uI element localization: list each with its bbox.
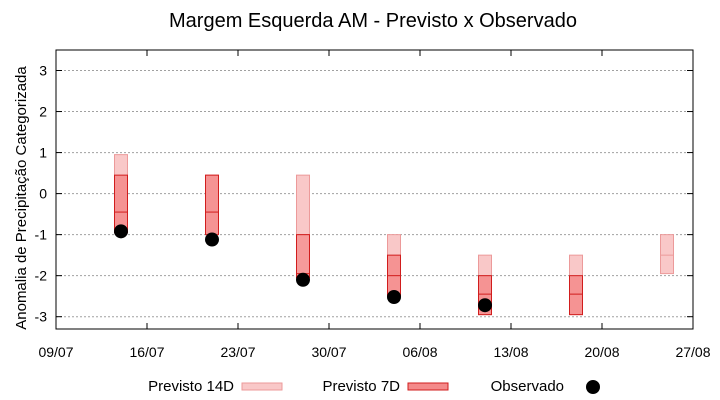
grid bbox=[56, 70, 693, 318]
previsto-14d-bar bbox=[660, 234, 674, 275]
plot-frame bbox=[55, 49, 694, 330]
previsto-7d-bar bbox=[114, 174, 128, 234]
observado-point bbox=[387, 289, 401, 304]
previsto-7d-bar bbox=[205, 174, 219, 236]
y-axis-label: Anomalia de Precipitação Categorizada bbox=[13, 66, 30, 330]
x-tick-label: 06/08 bbox=[402, 344, 437, 360]
x-tick-label: 20/08 bbox=[584, 344, 619, 360]
legend-swatch-previsto-14d bbox=[241, 382, 283, 391]
observado-point bbox=[296, 272, 310, 287]
axis-ticks: -3 -2 -1 0 1 2 3 09/07 16/07 23/07 30/07 06/08 13/08… bbox=[35, 50, 711, 360]
chart-marks bbox=[114, 154, 674, 316]
observado-point bbox=[205, 232, 219, 247]
previsto-7d-bar bbox=[569, 275, 583, 316]
legend: Previsto 14D Previsto 7D Observado bbox=[148, 378, 600, 395]
legend-label-previsto-7d: Previsto 7D bbox=[322, 378, 400, 395]
previsto-14d-bar bbox=[296, 174, 310, 236]
previsto-7d-bar bbox=[296, 234, 310, 279]
chart-title: Margem Esquerda AM - Previsto x Observad… bbox=[169, 10, 577, 32]
y-tick-label: -1 bbox=[35, 227, 48, 243]
legend-swatch-previsto-7d bbox=[407, 382, 449, 391]
observado-point bbox=[114, 224, 128, 239]
x-tick-label: 13/08 bbox=[493, 344, 528, 360]
y-tick-label: 1 bbox=[39, 145, 47, 161]
y-tick-label: 0 bbox=[39, 186, 47, 202]
x-tick-label: 27/08 bbox=[675, 344, 710, 360]
x-tick-label: 30/07 bbox=[311, 344, 346, 360]
legend-swatch-observado bbox=[586, 380, 600, 394]
y-tick-label: 3 bbox=[39, 63, 47, 79]
x-tick-label: 23/07 bbox=[220, 344, 255, 360]
y-tick-label: -2 bbox=[35, 268, 48, 284]
y-tick-label: -3 bbox=[35, 309, 48, 325]
x-tick-label: 16/07 bbox=[129, 344, 164, 360]
legend-label-previsto-14d: Previsto 14D bbox=[148, 378, 234, 395]
x-tick-label: 09/07 bbox=[38, 344, 73, 360]
observado-point bbox=[478, 298, 492, 313]
legend-label-observado: Observado bbox=[491, 378, 564, 395]
y-tick-label: 2 bbox=[39, 104, 47, 120]
